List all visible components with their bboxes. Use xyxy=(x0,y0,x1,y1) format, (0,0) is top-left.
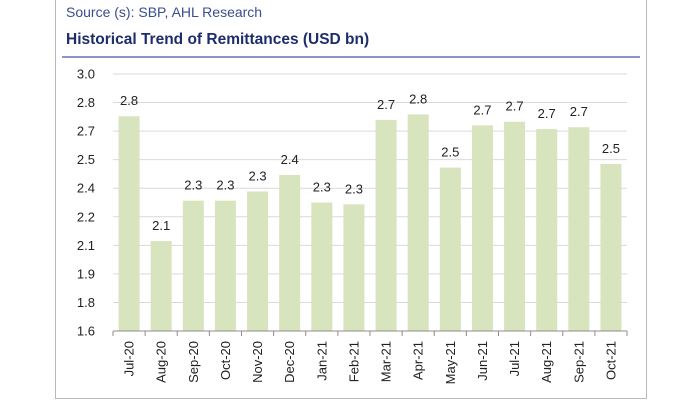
data-label: 2.8 xyxy=(120,93,138,108)
data-label: 2.7 xyxy=(377,97,395,112)
labels: 1.6 1.8 1.9 2.1 2.2 2.4 2.5 2.7 2.8 3.0 2.8 Jul-20 2… xyxy=(77,67,620,385)
data-label: 2.3 xyxy=(313,180,331,195)
bar xyxy=(504,121,526,331)
x-tick-label: Dec-20 xyxy=(282,341,297,383)
x-tick-label: Jul-20 xyxy=(122,341,137,376)
data-label: 2.3 xyxy=(249,168,267,183)
x-tick-label: Feb-21 xyxy=(346,341,361,382)
bar xyxy=(279,174,301,331)
x-tick-label: Oct-20 xyxy=(218,341,233,380)
bar xyxy=(150,241,172,331)
bars xyxy=(118,114,622,332)
x-tick-label: Jan-21 xyxy=(314,341,329,381)
chart-title: Historical Trend of Remittances (USD bn) xyxy=(66,31,370,48)
bar xyxy=(118,116,140,331)
y-tick-label: 1.9 xyxy=(77,266,95,281)
y-tick-label: 3.0 xyxy=(77,67,95,82)
y-tick-label: 2.7 xyxy=(77,124,95,139)
data-label: 2.4 xyxy=(281,152,299,167)
y-tick-label: 2.1 xyxy=(77,238,95,253)
data-label: 2.5 xyxy=(602,141,620,156)
bar xyxy=(343,204,365,331)
bar xyxy=(471,125,493,332)
source-note: Source (s): SBP, AHL Research xyxy=(66,4,263,20)
bar xyxy=(247,191,269,331)
x-tick-label: Nov-20 xyxy=(250,341,265,383)
data-label: 2.7 xyxy=(570,104,588,119)
x-tick-label: Jun-21 xyxy=(475,341,490,381)
x-tick-label: Sep-21 xyxy=(571,341,586,383)
bar xyxy=(407,114,429,331)
bar xyxy=(375,119,397,332)
x-tick-label: May-21 xyxy=(443,341,458,384)
x-tick-label: Sep-20 xyxy=(186,341,201,383)
x-tick-label: Jul-21 xyxy=(507,341,522,376)
x-tick-label: Aug-20 xyxy=(154,341,169,383)
x-tick-label: Oct-21 xyxy=(603,341,618,380)
x-tick-label: Mar-21 xyxy=(379,341,394,382)
y-tick-label: 2.2 xyxy=(77,209,95,224)
data-label: 2.3 xyxy=(345,181,363,196)
data-label: 2.7 xyxy=(473,102,491,117)
data-label: 2.8 xyxy=(409,91,427,106)
data-label: 2.7 xyxy=(538,106,556,121)
bar xyxy=(568,127,590,331)
y-tick-label: 1.8 xyxy=(77,295,95,310)
y-tick-label: 2.4 xyxy=(77,181,95,196)
chart-frame xyxy=(55,0,647,399)
x-tick-label: Apr-21 xyxy=(411,341,426,380)
bar xyxy=(214,200,236,331)
bar xyxy=(439,167,461,331)
data-label: 2.3 xyxy=(216,178,234,193)
y-tick-label: 2.5 xyxy=(77,152,95,167)
axes xyxy=(112,330,628,336)
bar xyxy=(182,200,204,331)
data-label: 2.3 xyxy=(184,178,202,193)
y-tick-label: 1.6 xyxy=(77,324,95,339)
bar xyxy=(536,129,558,331)
x-tick-label: Aug-21 xyxy=(539,341,554,383)
data-label: 2.1 xyxy=(152,218,170,233)
data-label: 2.7 xyxy=(506,99,524,114)
data-label: 2.5 xyxy=(441,145,459,160)
title-divider xyxy=(62,56,640,58)
bar xyxy=(600,163,622,331)
y-tick-label: 2.8 xyxy=(77,95,95,110)
bar xyxy=(311,202,333,331)
